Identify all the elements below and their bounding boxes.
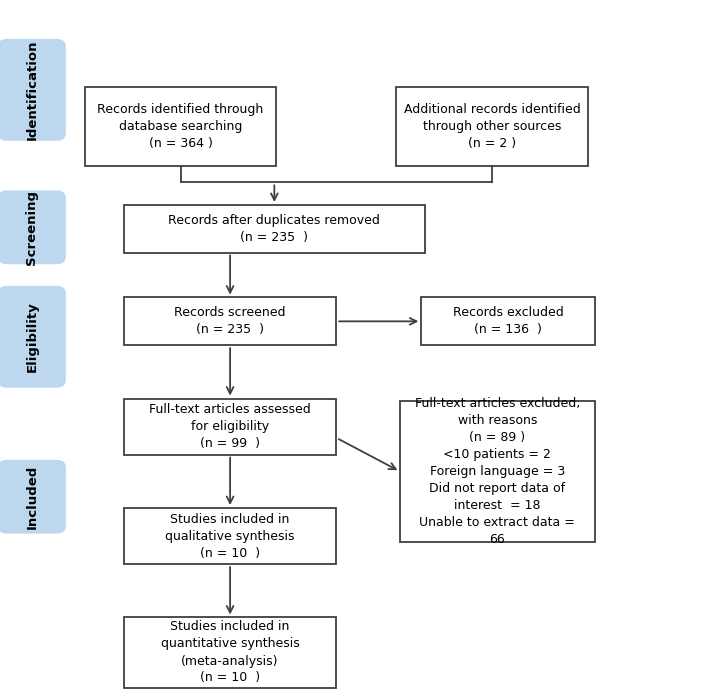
Text: Studies included in
qualitative synthesis
(n = 10  ): Studies included in qualitative synthesi… (166, 512, 295, 560)
FancyBboxPatch shape (0, 461, 65, 533)
FancyBboxPatch shape (421, 297, 595, 345)
FancyBboxPatch shape (396, 87, 588, 166)
FancyBboxPatch shape (85, 87, 276, 166)
Text: Additional records identified
through other sources
(n = 2 ): Additional records identified through ot… (404, 103, 581, 150)
FancyBboxPatch shape (0, 191, 65, 264)
Text: Records identified through
database searching
(n = 364 ): Records identified through database sear… (98, 103, 263, 150)
FancyBboxPatch shape (124, 508, 336, 564)
FancyBboxPatch shape (124, 205, 425, 253)
Text: Studies included in
quantitative synthesis
(meta-analysis)
(n = 10  ): Studies included in quantitative synthes… (161, 621, 299, 684)
Text: Records excluded
(n = 136  ): Records excluded (n = 136 ) (452, 306, 564, 336)
Text: Records screened
(n = 235  ): Records screened (n = 235 ) (174, 306, 286, 336)
Text: Records after duplicates removed
(n = 235  ): Records after duplicates removed (n = 23… (169, 214, 380, 244)
FancyBboxPatch shape (124, 617, 336, 688)
Text: Screening: Screening (25, 190, 38, 264)
Text: Identification: Identification (25, 40, 38, 140)
FancyBboxPatch shape (124, 297, 336, 345)
FancyBboxPatch shape (0, 287, 65, 387)
Text: Eligibility: Eligibility (25, 301, 38, 372)
Text: Full-text articles excluded,
with reasons
(n = 89 )
<10 patients = 2
Foreign lan: Full-text articles excluded, with reason… (415, 397, 580, 546)
Text: Full-text articles assessed
for eligibility
(n = 99  ): Full-text articles assessed for eligibil… (149, 403, 311, 450)
FancyBboxPatch shape (124, 399, 336, 454)
FancyBboxPatch shape (400, 402, 595, 541)
FancyBboxPatch shape (0, 40, 65, 140)
Text: Included: Included (25, 465, 38, 529)
